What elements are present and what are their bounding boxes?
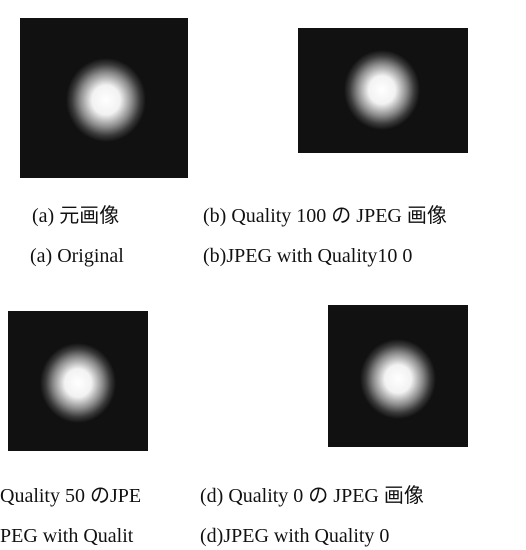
caption-en: (a) Original <box>30 244 124 268</box>
caption-ja: Quality 50 のJPE <box>0 484 141 508</box>
caption-en: (d)JPEG with Quality 0 <box>200 524 389 548</box>
caption-ja: (d) Quality 0 の JPEG 画像 <box>200 484 424 508</box>
image-quality-0 <box>328 305 468 447</box>
caption-ja: (a) 元画像 <box>32 204 119 228</box>
image-quality-50 <box>8 311 148 451</box>
caption-ja: (b) Quality 100 の JPEG 画像 <box>203 204 447 228</box>
image-quality-100 <box>298 28 468 153</box>
figure-page: (a) 元画像 (a) Original (b) Quality 100 の J… <box>0 0 526 550</box>
caption-en: (b)JPEG with Quality10 0 <box>203 244 412 268</box>
image-original <box>20 18 188 178</box>
caption-en: PEG with Qualit <box>0 524 133 548</box>
